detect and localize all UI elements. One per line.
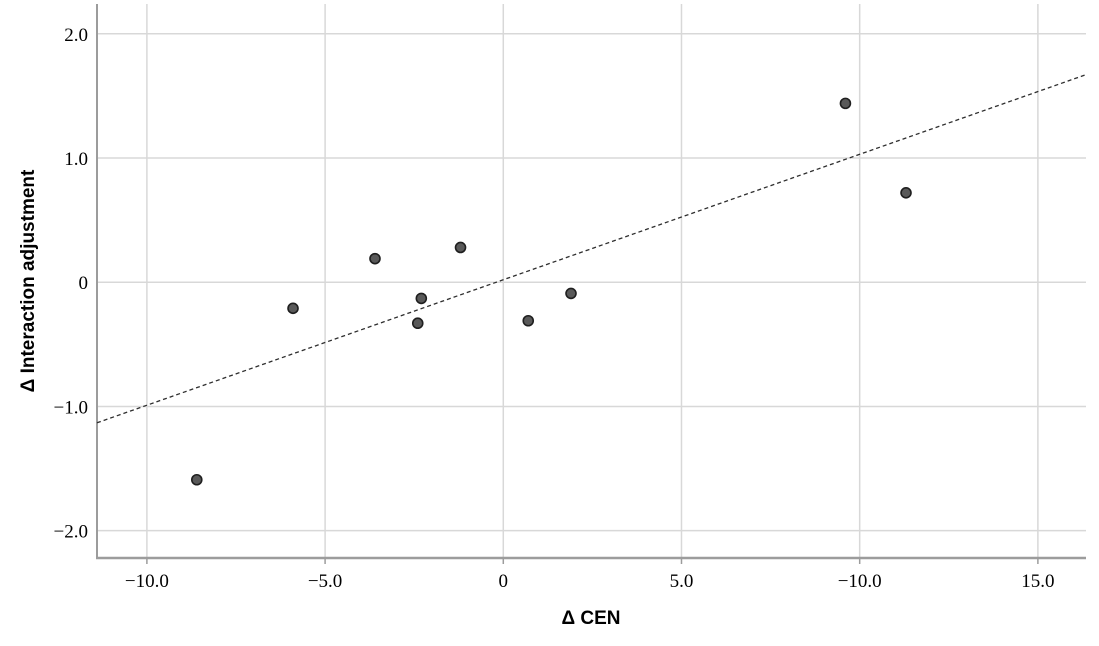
y-tick-label: −2.0: [54, 522, 88, 543]
axes: [96, 4, 1086, 564]
x-tick-label: −10.0: [838, 571, 882, 592]
x-tick-label: 15.0: [1021, 571, 1054, 592]
trend-line: [96, 74, 1087, 424]
data-point: [415, 292, 428, 305]
gridlines: [97, 4, 1086, 558]
x-tick-label: −10.0: [125, 571, 169, 592]
data-point: [411, 317, 424, 330]
y-tick-label: 2.0: [64, 25, 88, 46]
x-axis-title: Δ CEN: [561, 608, 620, 629]
data-point: [522, 314, 535, 327]
data-point: [565, 287, 577, 300]
data-point: [900, 187, 912, 199]
data-points: [190, 97, 912, 486]
data-point: [287, 302, 299, 315]
y-tick-label: 1.0: [64, 149, 88, 170]
x-tick-label: 5.0: [670, 571, 694, 592]
data-point: [839, 97, 852, 110]
data-point: [190, 473, 203, 486]
x-tick-label: −5.0: [308, 571, 342, 592]
y-tick-label: −1.0: [54, 397, 88, 418]
x-tick-label: 0: [499, 571, 509, 592]
trend-line-group: [96, 74, 1087, 424]
tick-labels: −10.0 −5.0 0 5.0 −10.0 15.0 2.0 1.0 0 −1.0 −2.0: [54, 25, 1055, 592]
y-tick-label: 0: [79, 273, 89, 294]
data-point: [454, 241, 467, 254]
data-point: [369, 252, 381, 265]
y-axis-title: Δ Interaction adjustment: [18, 169, 39, 392]
